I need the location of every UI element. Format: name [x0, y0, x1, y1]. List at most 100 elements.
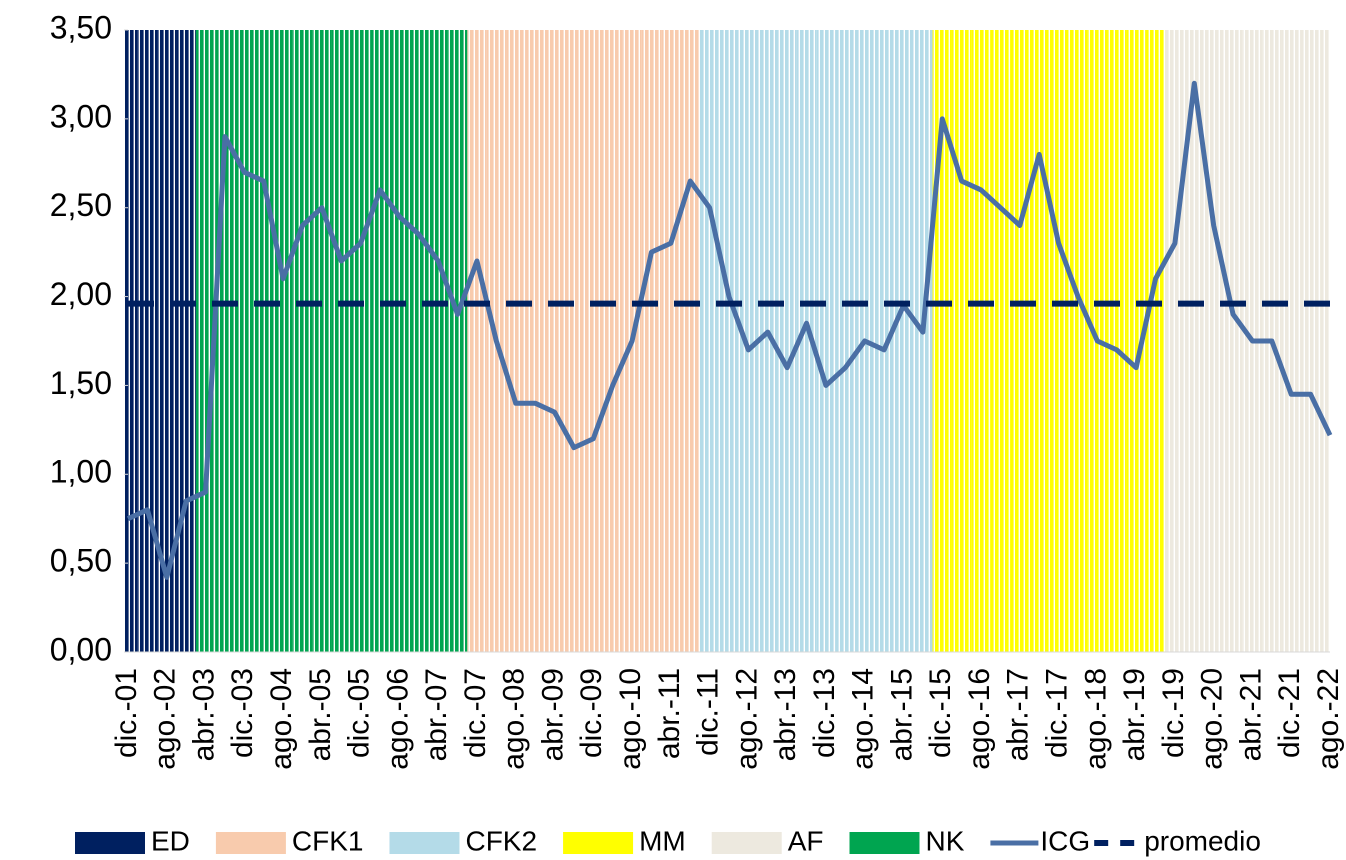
legend-swatch — [75, 832, 145, 854]
period-band — [661, 30, 681, 652]
x-tick-label: abr.-13 — [769, 668, 802, 761]
period-band — [215, 30, 235, 652]
x-tick-label: ago.-14 — [847, 668, 880, 770]
x-tick-label: abr.-19 — [1118, 668, 1151, 761]
period-band — [1203, 30, 1224, 652]
period-band — [544, 30, 565, 652]
period-band — [971, 30, 991, 652]
period-band — [1010, 30, 1030, 652]
y-tick-label: 1,50 — [50, 365, 112, 401]
icg-line — [126, 80, 1333, 580]
period-band — [1223, 30, 1243, 652]
period-band — [738, 30, 759, 652]
period-band — [1320, 30, 1330, 652]
y-tick-label: 0,50 — [50, 543, 112, 579]
period-band — [234, 30, 255, 652]
legend-label: ED — [151, 825, 190, 856]
x-tick-label: abr.-05 — [304, 668, 337, 761]
period-band — [990, 30, 1011, 652]
legend-label: CFK1 — [292, 825, 364, 856]
x-tick-label: ago.-16 — [963, 668, 996, 770]
x-tick-label: ago.-10 — [614, 668, 647, 770]
x-tick-label: ago.-22 — [1312, 668, 1345, 770]
x-tick-label: dic.-15 — [924, 668, 957, 758]
period-band — [1281, 30, 1301, 652]
x-tick-label: dic.-05 — [343, 668, 376, 758]
y-tick-label: 3,00 — [50, 98, 112, 134]
period-band — [699, 30, 720, 652]
period-band — [1107, 30, 1127, 652]
period-band — [719, 30, 739, 652]
x-tick-label: abr.-17 — [1002, 668, 1035, 761]
x-tick-label: ago.-06 — [381, 668, 414, 770]
y-tick-label: 2,50 — [50, 187, 112, 223]
period-band — [125, 30, 138, 652]
legend-item: AF — [711, 825, 824, 856]
legend-label: MM — [639, 825, 686, 856]
y-tick-label: 0,00 — [50, 631, 112, 667]
legend-item: promedio — [1094, 825, 1261, 856]
x-tick-label: dic.-21 — [1273, 668, 1306, 758]
period-band — [1029, 30, 1049, 652]
x-tick-label: abr.-09 — [536, 668, 569, 761]
period-band — [467, 30, 487, 652]
legend-item: NK — [849, 825, 965, 856]
period-band — [447, 30, 468, 652]
period-band — [1126, 30, 1146, 652]
x-tick-label: dic.-03 — [226, 668, 259, 758]
period-band — [641, 30, 662, 652]
x-tick-label: abr.-15 — [885, 668, 918, 761]
legend-item: CFK1 — [215, 825, 364, 856]
period-band — [1145, 30, 1166, 652]
period-band — [816, 30, 836, 652]
x-tick-label: abr.-03 — [187, 668, 220, 761]
legend-item: CFK2 — [389, 825, 537, 856]
x-tick-label: dic.-19 — [1157, 668, 1190, 758]
period-band — [409, 30, 429, 652]
legend-swatch — [389, 832, 460, 854]
legend-item: MM — [563, 825, 686, 856]
period-band — [1300, 30, 1321, 652]
x-tick-label: dic.-01 — [110, 668, 143, 758]
period-band — [951, 30, 972, 652]
period-band — [292, 30, 313, 652]
x-tick-label: ago.-08 — [498, 668, 531, 770]
period-band — [331, 30, 351, 652]
period-band — [874, 30, 894, 652]
period-band — [312, 30, 332, 652]
period-band — [176, 30, 196, 652]
period-band — [602, 30, 623, 652]
x-tick-label: ago.-02 — [149, 668, 182, 770]
period-band — [157, 30, 177, 652]
x-tick-label: abr.-07 — [420, 668, 453, 761]
legend-label: ICG — [1040, 825, 1090, 856]
period-band — [758, 30, 778, 652]
x-tick-label: dic.-09 — [575, 668, 608, 758]
period-band — [1048, 30, 1069, 652]
period-band — [893, 30, 914, 652]
period-band — [1068, 30, 1088, 652]
period-band — [913, 30, 933, 652]
x-tick-label: ago.-20 — [1196, 668, 1229, 770]
period-band — [254, 30, 274, 652]
period-band — [506, 30, 526, 652]
x-tick-label: ago.-18 — [1079, 668, 1112, 770]
period-band — [273, 30, 293, 652]
y-tick-label: 2,00 — [50, 276, 112, 312]
legend-swatch — [849, 832, 920, 854]
period-band — [777, 30, 797, 652]
period-band — [796, 30, 817, 652]
legend-swatch — [711, 832, 782, 854]
period-band — [1165, 30, 1185, 652]
period-band — [525, 30, 545, 652]
period-band — [680, 30, 700, 652]
legend-item: ED — [75, 825, 190, 856]
x-tick-label: dic.-07 — [459, 668, 492, 758]
legend-swatch — [563, 832, 634, 854]
period-band — [350, 30, 371, 652]
x-tick-label: abr.-21 — [1234, 668, 1267, 761]
y-tick-label: 1,00 — [50, 454, 112, 490]
period-band — [835, 30, 856, 652]
period-band — [389, 30, 410, 652]
